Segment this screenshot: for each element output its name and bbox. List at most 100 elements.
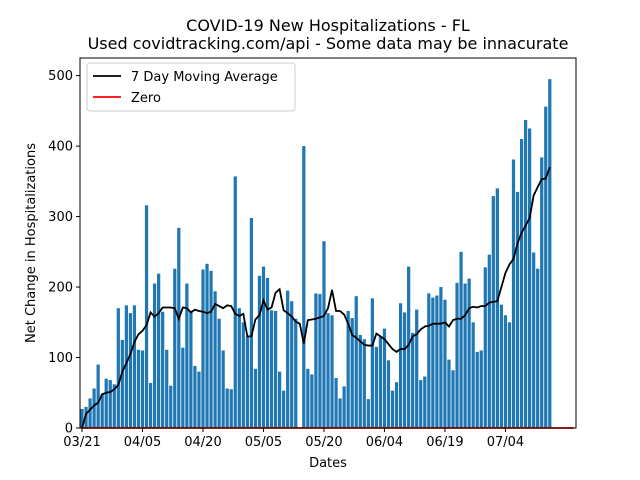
y-tick-label: 400 [48,140,73,155]
bar [140,350,145,428]
bar [265,277,270,428]
bar [181,347,185,428]
y-tick-label: 100 [48,351,73,366]
bar [467,278,471,428]
x-tick-label: 07/04 [487,435,524,450]
bar [217,318,221,428]
bar [423,376,427,428]
bar [475,351,479,428]
bar [378,336,383,428]
bar [350,318,354,428]
bar [358,334,362,428]
bar [152,283,157,428]
bar [439,287,443,428]
bar [419,380,423,428]
bar [451,370,455,428]
bar [479,350,483,428]
legend-label-moving-average: 7 Day Moving Average [131,70,278,85]
bar [132,305,137,428]
bar [209,270,213,428]
bar [197,371,201,428]
bar [338,398,342,428]
bar [326,313,330,428]
bar [165,349,169,428]
bar [318,294,322,428]
bar [511,159,516,429]
bar [88,398,92,428]
bar [310,374,314,428]
bar [519,139,524,429]
x-axis-label: Dates [309,456,347,471]
bar [92,388,96,428]
bar [189,311,193,428]
bar [120,339,124,428]
bar [237,308,241,428]
bar [536,268,540,428]
bar [205,263,209,428]
bar [241,322,245,428]
bar [495,188,499,428]
bar-series [80,79,552,429]
bar [346,311,350,428]
bar [532,252,536,428]
bar [499,304,504,428]
bar [173,268,177,428]
chart-subtitle: Used covidtracking.com/api - Some data m… [88,34,569,53]
bar [221,350,225,428]
bar [169,385,173,428]
x-tick-label: 04/20 [184,435,221,450]
bar [370,298,374,428]
bar [463,283,467,428]
bar [427,293,431,428]
bar [306,368,310,428]
bar [366,399,370,428]
x-tick-label: 06/19 [426,435,463,450]
y-tick-label: 300 [48,210,73,225]
bar [157,273,161,428]
bar [249,217,253,428]
bar [330,315,334,428]
bar [403,312,407,428]
bar [302,146,306,428]
legend-label-zero: Zero [131,91,161,106]
bar [415,309,419,428]
y-axis-label: Net Change in Hospitalizations [24,143,39,343]
bar [515,191,520,428]
bar [354,296,358,428]
bar [544,106,548,428]
bar [294,318,298,428]
bar [116,308,120,428]
bar [471,322,475,428]
bar [278,371,282,428]
bar [177,227,181,428]
bar [185,283,189,428]
moving-average-line [81,166,551,429]
bar [229,389,233,428]
bar [540,157,544,428]
x-tick-label: 06/04 [366,435,403,450]
plot-frame [79,57,577,429]
bar [233,176,237,428]
bar [128,313,133,428]
bar [503,315,508,428]
bar [374,346,379,428]
bar [112,384,116,428]
bar [322,241,326,428]
legend: 7 Day Moving Average Zero [86,62,296,112]
x-tick-label: 04/05 [124,435,161,450]
bar [124,305,128,428]
bar [435,295,439,428]
plot-area [79,57,577,429]
bar [342,386,346,428]
bar [104,378,108,428]
bar [491,196,495,428]
bar [523,120,528,429]
bar [459,251,463,428]
y-tick-label: 200 [48,281,73,296]
bar [144,205,149,428]
bar [136,349,141,428]
bar [201,269,205,428]
bar [193,365,197,428]
bar [334,377,338,428]
